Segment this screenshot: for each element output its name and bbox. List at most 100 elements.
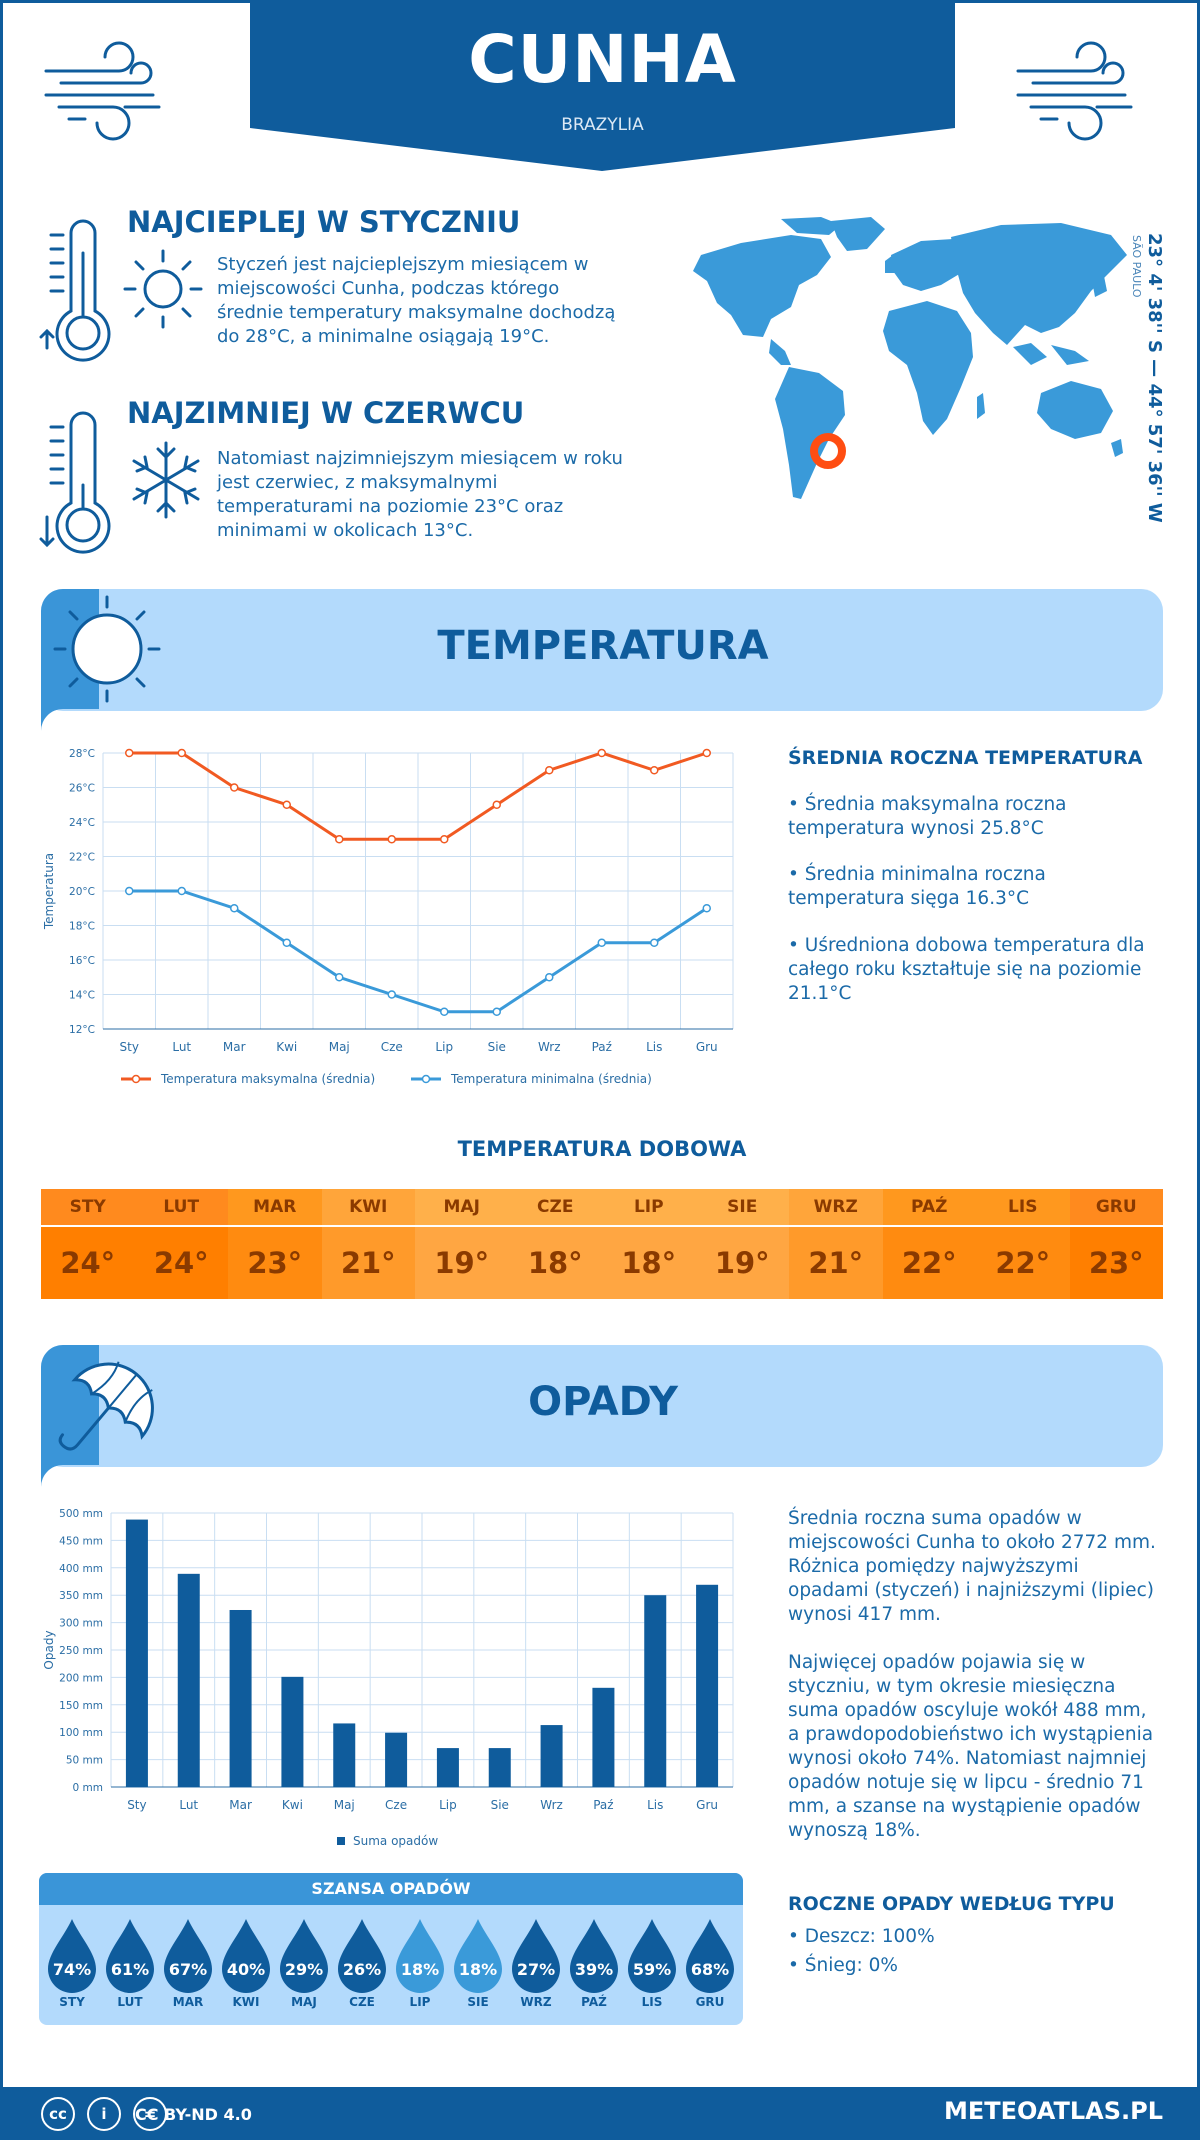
x-tick-label: Paź bbox=[592, 1040, 612, 1054]
raindrop-shape bbox=[338, 1919, 386, 1993]
chance-month-label: PAŹ bbox=[581, 1995, 607, 2009]
y-tick-label: 450 mm bbox=[59, 1535, 103, 1547]
data-point bbox=[650, 766, 659, 775]
legend-marker bbox=[131, 1074, 141, 1084]
daily-temp-value: 19° bbox=[695, 1227, 789, 1299]
data-point bbox=[545, 973, 554, 982]
y-tick-label: 28°C bbox=[69, 748, 95, 760]
bar bbox=[488, 1748, 511, 1787]
data-point bbox=[702, 904, 711, 913]
chance-month-label: GRU bbox=[695, 1995, 725, 2009]
legend-label: Temperatura minimalna (średnia) bbox=[450, 1072, 652, 1086]
precip-summary-text: Średnia roczna suma opadów w miejscowośc… bbox=[788, 1508, 1156, 1625]
sun-icon bbox=[123, 249, 203, 329]
chance-drop: 29% MAJ bbox=[275, 1917, 333, 2009]
legend-marker bbox=[421, 1074, 431, 1084]
chance-drop: 18% SIE bbox=[449, 1917, 507, 2009]
y-tick-label: 0 mm bbox=[73, 1782, 103, 1794]
chance-value: 67% bbox=[169, 1960, 207, 1979]
site-link[interactable]: METEOATLAS.PL bbox=[943, 2097, 1163, 2125]
daily-month-label: LIP bbox=[602, 1189, 696, 1227]
y-tick-label: 12°C bbox=[69, 1024, 95, 1036]
data-point bbox=[545, 766, 554, 775]
chance-value: 26% bbox=[343, 1960, 381, 1979]
x-tick-label: Gru bbox=[696, 1798, 718, 1812]
precip-banner bbox=[41, 1345, 1163, 1467]
cc-icon: cc bbox=[41, 2097, 75, 2131]
daily-temp-column: MAJ 19° bbox=[415, 1189, 509, 1299]
umbrella-icon bbox=[41, 1345, 154, 1487]
data-point bbox=[335, 973, 344, 982]
license-text: CC BY-ND 4.0 bbox=[135, 2105, 252, 2124]
daily-temp-value: 21° bbox=[789, 1227, 883, 1299]
x-tick-label: Sie bbox=[488, 1040, 506, 1054]
data-point bbox=[492, 1007, 501, 1016]
bar bbox=[385, 1732, 408, 1787]
chance-value: 18% bbox=[401, 1960, 439, 1979]
chance-month-label: MAJ bbox=[291, 1995, 317, 2009]
daily-month-label: SIE bbox=[695, 1189, 789, 1227]
y-tick-label: 300 mm bbox=[59, 1618, 103, 1630]
chance-month-label: LIS bbox=[641, 1995, 663, 2009]
attribution-icon: i bbox=[87, 2097, 121, 2131]
avg-daily-text: • Uśredniona dobowa temperatura dla całe… bbox=[788, 935, 1145, 1004]
daily-temp-column: GRU 23° bbox=[1069, 1189, 1163, 1299]
raindrop-shape bbox=[280, 1919, 328, 1993]
raindrop-icon: 18% bbox=[396, 1919, 444, 1993]
y-tick-label: 100 mm bbox=[59, 1727, 103, 1739]
x-tick-label: Mar bbox=[229, 1798, 252, 1812]
daily-temp-value: 22° bbox=[882, 1227, 976, 1299]
city-title: CUNHA bbox=[468, 21, 737, 98]
raindrop-shape bbox=[164, 1919, 212, 1993]
daily-temp-value: 21° bbox=[321, 1227, 415, 1299]
x-tick-label: Wrz bbox=[538, 1040, 561, 1054]
precip-type-title: ROCZNE OPADY WEDŁUG TYPU bbox=[788, 1893, 1115, 1915]
bar bbox=[592, 1687, 615, 1787]
temperature-chart: 12°C 14°C 16°C 18°C 20°C 22°C 24°C 26°C 28°C Sty L… bbox=[42, 748, 734, 1086]
y-tick-label: 16°C bbox=[69, 955, 95, 967]
location-marker bbox=[810, 433, 846, 469]
series-line-max bbox=[129, 751, 708, 841]
daily-month-label: WRZ bbox=[789, 1189, 883, 1227]
raindrop-icon: 26% bbox=[338, 1919, 386, 1993]
daily-temp-column: MAR 23° bbox=[228, 1189, 322, 1299]
x-tick-label: Wrz bbox=[540, 1798, 563, 1812]
legend-swatch bbox=[337, 1837, 345, 1845]
raindrop-icon: 27% bbox=[512, 1919, 560, 1993]
data-point bbox=[387, 990, 396, 999]
chance-drop: 59% LIS bbox=[623, 1917, 681, 2009]
y-tick-label: 50 mm bbox=[66, 1755, 103, 1767]
data-point bbox=[230, 904, 239, 913]
data-point bbox=[230, 783, 239, 792]
data-point bbox=[650, 938, 659, 947]
chance-value: 74% bbox=[53, 1960, 91, 1979]
daily-month-label: CZE bbox=[508, 1189, 602, 1227]
y-tick-label: 400 mm bbox=[59, 1563, 103, 1575]
x-tick-label: Kwi bbox=[282, 1798, 303, 1812]
raindrop-icon: 18% bbox=[454, 1919, 502, 1993]
daily-month-label: MAJ bbox=[415, 1189, 509, 1227]
temperature-title: TEMPERATURA bbox=[437, 623, 769, 669]
y-tick-label: 26°C bbox=[69, 783, 95, 795]
daily-month-label: STY bbox=[41, 1189, 135, 1227]
chance-drop: 40% KWI bbox=[217, 1917, 275, 2009]
raindrop-icon: 74% bbox=[48, 1919, 96, 1993]
coordinates-panel: 23° 4' 38'' S — 44° 57' 36'' W SÃO PAULO bbox=[1130, 233, 1171, 523]
raindrop-shape bbox=[628, 1919, 676, 1993]
daily-temp-value: 18° bbox=[602, 1227, 696, 1299]
thermometer-hot-icon bbox=[39, 219, 111, 362]
y-tick-label: 350 mm bbox=[59, 1590, 103, 1602]
daily-temp-value: 23° bbox=[1069, 1227, 1163, 1299]
daily-temp-value: 24° bbox=[41, 1227, 135, 1299]
x-tick-label: Mar bbox=[223, 1040, 246, 1054]
coldest-title: NAJZIMNIEJ W CZERWCU bbox=[127, 396, 525, 430]
daily-temp-column: STY 24° bbox=[41, 1189, 135, 1299]
coordinates: 23° 4' 38'' S — 44° 57' 36'' W bbox=[1144, 233, 1165, 523]
x-tick-label: Lis bbox=[646, 1040, 662, 1054]
header-banner bbox=[250, 3, 955, 171]
chance-drop: 18% LIP bbox=[391, 1917, 449, 2009]
raindrop-icon: 29% bbox=[280, 1919, 328, 1993]
raindrop-shape bbox=[570, 1919, 618, 1993]
chance-month-label: KWI bbox=[232, 1995, 260, 2009]
x-tick-label: Gru bbox=[696, 1040, 718, 1054]
